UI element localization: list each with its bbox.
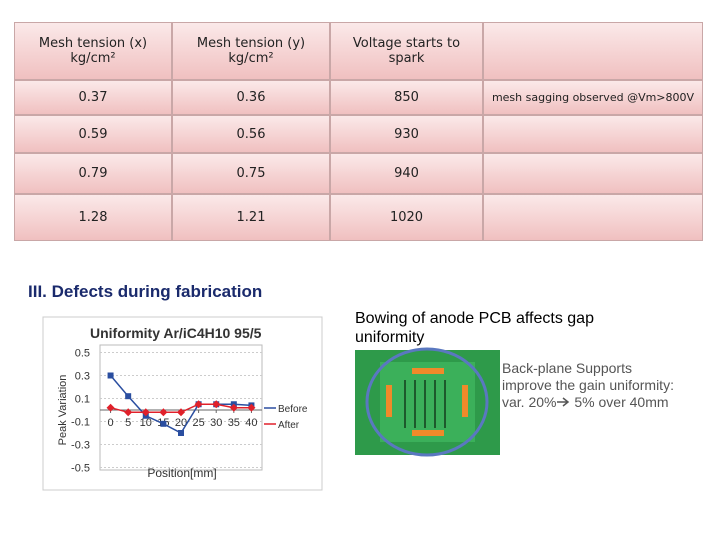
x-tick-label: 20	[175, 417, 187, 429]
table-cell: Voltage starts to spark	[330, 22, 483, 80]
marker	[125, 393, 132, 400]
legend-label: After	[278, 420, 300, 431]
support-part: var. 20%	[502, 394, 557, 410]
table-cell: 0.37	[14, 80, 172, 115]
y-axis-label: Peak Variation	[57, 375, 69, 446]
cell-text: 0.37	[78, 90, 108, 105]
chart-frame	[42, 316, 323, 491]
chart-title: Uniformity Ar/iC4H10 95/5	[90, 325, 262, 341]
table-cell: 850	[330, 80, 483, 115]
support	[412, 368, 444, 374]
x-tick-label: 10	[140, 417, 152, 429]
highlight-ellipse	[365, 347, 489, 457]
table-cell	[483, 194, 703, 241]
marker	[107, 372, 114, 379]
y-tick-label: -0.5	[71, 463, 90, 475]
marker	[141, 408, 150, 417]
cell-text: 1.21	[236, 210, 266, 225]
table-cell: 0.79	[14, 153, 172, 194]
cell-text: spark	[388, 51, 425, 66]
support	[386, 385, 392, 417]
marker	[178, 430, 184, 436]
y-tick-label: 0.1	[75, 394, 90, 406]
support	[412, 430, 444, 436]
table-cell: mesh sagging observed @Vm>800V	[483, 80, 703, 115]
cell-text: 0.75	[236, 166, 266, 181]
legend-label: Before	[278, 404, 308, 415]
marker	[194, 400, 203, 409]
marker	[159, 408, 168, 417]
plot-area	[99, 344, 263, 471]
x-tick-label: 30	[210, 417, 222, 429]
x-tick-label: 40	[245, 417, 257, 429]
cell-text: kg/cm²	[70, 51, 116, 66]
support-part: 5% over 40mm	[574, 394, 669, 410]
cell-text: 0.79	[78, 166, 108, 181]
support-line: improve the gain uniformity:	[502, 377, 674, 393]
support	[462, 385, 468, 417]
cell-text: 850	[394, 90, 419, 105]
table-cell: 0.75	[172, 153, 330, 194]
cell-text: 0.59	[78, 126, 108, 142]
table-cell: 1.28	[14, 194, 172, 241]
cell-text: Voltage starts to	[352, 36, 461, 51]
x-tick-label: 35	[228, 417, 240, 429]
table-cell	[483, 115, 703, 153]
bowing-text: Bowing of anode PCB affects gap uniformi…	[355, 310, 594, 346]
table-cell	[483, 22, 703, 80]
section-title: III. Defects during fabrication	[28, 282, 263, 301]
cell-text: 1020	[389, 210, 424, 225]
table-cell: 940	[330, 153, 483, 194]
marker	[160, 420, 167, 427]
table-cell: Mesh tension (y) kg/cm²	[172, 22, 330, 80]
marker	[212, 400, 221, 409]
table-cell: Mesh tension (x) kg/cm²	[14, 22, 172, 80]
cell-text: Mesh tension (y)	[196, 36, 306, 51]
y-tick-label: -0.3	[71, 440, 90, 452]
table-cell: 0.36	[172, 80, 330, 115]
marker	[177, 408, 185, 417]
cell-text: 940	[394, 166, 419, 181]
x-tick-label: 5	[125, 417, 131, 429]
marker	[247, 403, 256, 412]
support-line: Back-plane Supports	[502, 360, 632, 376]
cell-text: 0.36	[236, 90, 266, 105]
table-cell: 1020	[330, 194, 483, 241]
x-tick-label: 0	[108, 417, 114, 429]
table-cell	[483, 153, 703, 194]
table-cell: 0.59	[14, 115, 172, 153]
support-line: var. 20% 5% over 40mm	[502, 394, 674, 411]
cell-text: kg/cm²	[228, 51, 274, 66]
cell-text: mesh sagging observed @Vm>800V	[491, 91, 695, 104]
table-cell: 1.21	[172, 194, 330, 241]
table-cell: 930	[330, 115, 483, 153]
y-tick-label: 0.5	[75, 348, 90, 360]
pcb-area	[380, 362, 475, 442]
marker	[229, 403, 238, 412]
support-text: Back-plane Supports improve the gain uni…	[502, 360, 674, 411]
marker	[106, 403, 115, 412]
table-cell: 0.56	[172, 115, 330, 153]
pcb-traces	[404, 380, 446, 428]
cell-text: 930	[394, 126, 419, 142]
marker	[124, 408, 133, 417]
cell-text: 1.28	[78, 210, 108, 225]
arrow	[557, 397, 570, 407]
y-tick-label: -0.1	[71, 417, 90, 429]
cell-text: Mesh tension (x)	[38, 36, 148, 51]
cell-text: 0.56	[236, 126, 266, 142]
x-axis-label: Position[mm]	[147, 466, 216, 480]
x-tick-label: 25	[192, 417, 204, 429]
y-tick-label: 0.3	[75, 371, 90, 383]
